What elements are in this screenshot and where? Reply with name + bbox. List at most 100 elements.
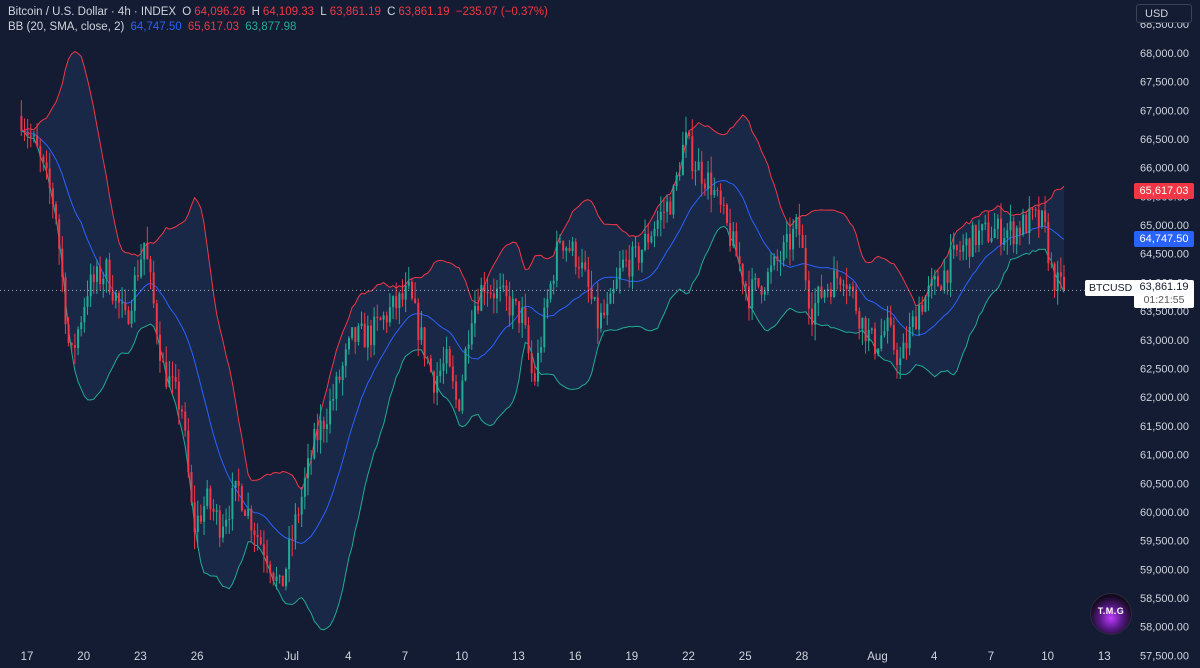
candle bbox=[209, 485, 212, 521]
candle bbox=[640, 249, 643, 273]
candle bbox=[647, 223, 650, 250]
candle bbox=[678, 162, 681, 181]
candle bbox=[962, 234, 965, 261]
candle bbox=[357, 323, 360, 346]
candle bbox=[458, 398, 461, 413]
candle bbox=[184, 402, 187, 437]
candle bbox=[628, 244, 631, 288]
candle bbox=[499, 273, 502, 302]
candle bbox=[222, 514, 224, 543]
candle bbox=[281, 575, 284, 587]
candle bbox=[833, 256, 836, 298]
candle bbox=[143, 242, 146, 276]
time-axis[interactable]: 17 20 23 26 Jul 4 7 10 13 16 19 22 25 28 Aug 4 7 10 13 bbox=[21, 651, 1111, 663]
candle bbox=[965, 232, 968, 260]
y-tick-label: 57,500.00 bbox=[1140, 650, 1189, 662]
close-value: 63,861.19 bbox=[398, 6, 450, 18]
candle bbox=[540, 336, 543, 363]
x-tick-label: 23 bbox=[134, 651, 147, 663]
price-axis[interactable]: 57,500.00 58,000.00 58,500.00 59,000.00 59,5… bbox=[1140, 19, 1189, 662]
candle bbox=[442, 346, 445, 384]
high-value: 64,109.33 bbox=[262, 6, 315, 18]
candle bbox=[278, 574, 281, 584]
candle bbox=[807, 270, 810, 325]
candle bbox=[114, 290, 117, 309]
tmg-logo: T.M.G bbox=[1090, 593, 1132, 635]
candle bbox=[902, 333, 905, 359]
candle bbox=[681, 131, 684, 176]
candle bbox=[587, 256, 590, 303]
bar-countdown: 01:21:55 bbox=[1143, 294, 1185, 306]
candle bbox=[118, 290, 120, 319]
candle bbox=[577, 256, 580, 279]
x-tick-label: 17 bbox=[21, 651, 34, 663]
candle bbox=[804, 234, 807, 290]
y-tick-label: 67,000.00 bbox=[1140, 105, 1189, 117]
candle bbox=[136, 260, 139, 281]
candle bbox=[848, 283, 851, 297]
candle bbox=[171, 361, 174, 395]
x-tick-label: 10 bbox=[455, 651, 468, 663]
candle bbox=[407, 266, 410, 290]
candle bbox=[253, 522, 256, 553]
x-tick-label: Aug bbox=[867, 651, 887, 663]
candle bbox=[933, 269, 936, 296]
candle bbox=[861, 317, 864, 345]
y-tick-label: 60,500.00 bbox=[1140, 478, 1189, 490]
candle bbox=[423, 326, 426, 367]
candle bbox=[552, 274, 555, 295]
y-tick-label: 65,000.00 bbox=[1140, 220, 1189, 232]
bb-upper-value: 65,617.03 bbox=[187, 21, 240, 33]
candle bbox=[199, 504, 202, 525]
candle bbox=[348, 336, 350, 355]
candle bbox=[990, 226, 993, 243]
candle bbox=[1018, 220, 1021, 246]
candle bbox=[92, 265, 95, 294]
y-tick-label: 58,000.00 bbox=[1140, 622, 1189, 634]
candle bbox=[726, 203, 728, 227]
candle bbox=[373, 307, 376, 356]
candle bbox=[874, 322, 876, 360]
candle bbox=[955, 244, 958, 257]
candle bbox=[650, 231, 653, 244]
candle bbox=[685, 116, 687, 159]
candle bbox=[571, 236, 574, 257]
candle bbox=[203, 496, 206, 536]
candle bbox=[867, 318, 870, 352]
candle bbox=[426, 355, 429, 365]
bb-legend[interactable]: BB (20, SMA, close, 2) 64,747.50 65,617.… bbox=[8, 21, 299, 33]
candle bbox=[168, 360, 171, 388]
bb-indicator-name[interactable]: BB (20, SMA, close, 2) bbox=[8, 21, 125, 33]
candle bbox=[896, 342, 899, 379]
candle bbox=[61, 236, 64, 293]
candle bbox=[710, 156, 713, 213]
candle bbox=[930, 267, 933, 299]
y-tick-label: 66,000.00 bbox=[1140, 163, 1189, 175]
candle bbox=[959, 241, 962, 261]
candle bbox=[433, 370, 435, 404]
logo-text: T.M.G bbox=[1097, 606, 1125, 616]
candle bbox=[483, 271, 486, 306]
candle bbox=[880, 318, 883, 352]
candle bbox=[634, 236, 637, 258]
candle bbox=[225, 508, 228, 534]
candle bbox=[231, 472, 234, 531]
candle bbox=[789, 217, 791, 266]
candle bbox=[275, 566, 278, 590]
candle bbox=[332, 383, 335, 411]
symbol-title[interactable]: Bitcoin / U.S. Dollar · 4h · INDEX bbox=[8, 6, 177, 18]
candle bbox=[89, 263, 92, 308]
candle bbox=[307, 443, 309, 496]
currency-selector[interactable]: USD bbox=[1136, 4, 1192, 23]
candle bbox=[716, 187, 719, 197]
candle bbox=[489, 284, 492, 299]
candle bbox=[480, 277, 483, 312]
candle bbox=[949, 234, 952, 297]
candle bbox=[845, 267, 848, 305]
candle bbox=[700, 151, 703, 197]
candle bbox=[713, 177, 716, 198]
candle bbox=[892, 317, 895, 355]
candle bbox=[521, 296, 524, 338]
candle bbox=[1028, 196, 1031, 245]
